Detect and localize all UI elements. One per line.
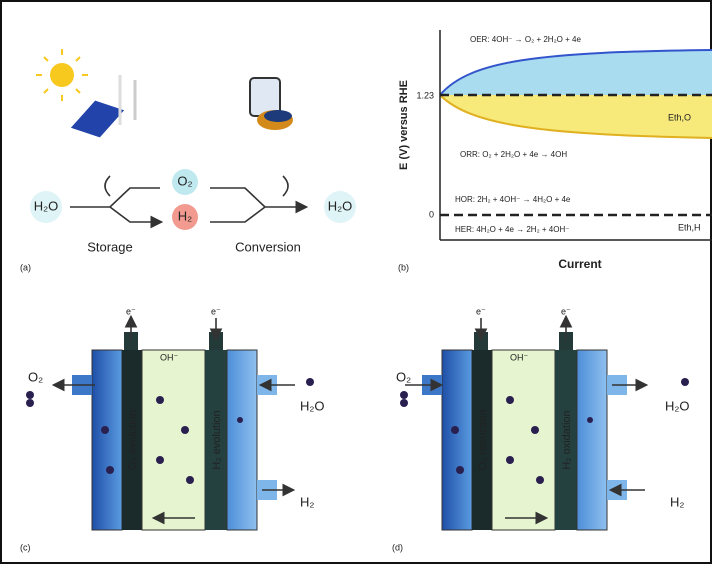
oxygen-label: O₂ <box>177 173 192 188</box>
panel-label: (d) <box>392 542 403 552</box>
ion-label: OH⁻ <box>510 352 529 362</box>
panel-label: (c) <box>20 542 31 552</box>
electron-label: e⁻ <box>476 306 486 316</box>
orr-reaction: ORR: O₂ + 2H₂O + 4e → 4OH <box>460 150 567 159</box>
electron-label: e⁻ <box>211 306 221 316</box>
gas-label: O₂ <box>396 369 411 384</box>
electron-label: e⁻ <box>561 306 571 316</box>
gas-label: O₂ <box>28 369 43 384</box>
ion-label: OH⁻ <box>160 352 179 362</box>
oer-reaction: OER: 4OH⁻ → O₂ + 2H₂O + 4e <box>470 35 581 44</box>
gas-label: H₂ <box>670 494 684 509</box>
potential-label: Eth,O <box>668 112 691 122</box>
electrode-label: H₂ evolution <box>211 410 223 469</box>
storage-label: Storage <box>87 239 133 254</box>
water-label: H₂O <box>665 398 690 413</box>
x-axis-label: Current <box>558 257 601 271</box>
electrode-label: O₂ reduction <box>477 409 489 470</box>
figure: H₂O O₂ H₂ H₂O Storage Conversion (a) OER… <box>0 0 712 564</box>
chamber <box>577 350 607 530</box>
water-label: H₂O <box>328 198 353 213</box>
chamber <box>442 350 472 530</box>
electrode-label: O₂ evolution <box>127 410 139 470</box>
electrolyte <box>142 350 205 530</box>
conversion-label: Conversion <box>235 239 301 254</box>
sun <box>50 63 74 87</box>
her-reaction: HER: 4H₂O + 4e → 2H₂ + 4OH⁻ <box>455 225 569 234</box>
hydrogen-label: H₂ <box>178 208 192 223</box>
panel-label: (a) <box>20 262 31 272</box>
gas-label: H₂ <box>300 494 314 509</box>
water-label: H₂O <box>34 198 59 213</box>
hor-reaction: HOR: 2H₂ + 4OH⁻ → 4H₂O + 4e <box>455 195 571 204</box>
tick-label: 1.23 <box>416 90 434 100</box>
chamber <box>92 350 122 530</box>
chamber <box>227 350 257 530</box>
water-label: H₂O <box>300 398 325 413</box>
y-axis-label: E (V) versus RHE <box>398 80 410 170</box>
fuel-cell-icon <box>264 110 292 122</box>
potential-label: Eth,H <box>678 222 701 232</box>
electrolyte <box>492 350 555 530</box>
electron-label: e⁻ <box>126 306 136 316</box>
tick-label: 0 <box>429 209 434 219</box>
electrode-label: H₂ oxidation <box>561 410 573 469</box>
panel-label: (b) <box>398 262 409 272</box>
